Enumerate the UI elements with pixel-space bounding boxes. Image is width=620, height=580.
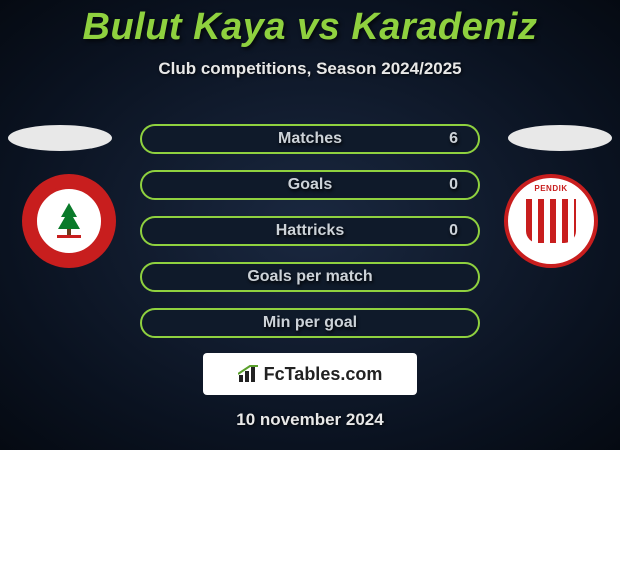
branding-text: FcTables.com [264, 364, 383, 385]
page-title: Bulut Kaya vs Karadeniz [0, 0, 620, 49]
stat-value-right: 0 [449, 176, 458, 194]
pendik-badge-text: PENDIK [534, 184, 567, 193]
stat-label: Goals per match [247, 268, 372, 286]
bar-chart-icon [238, 365, 260, 383]
stat-value-right: 6 [449, 130, 458, 148]
stat-row-goals-per-match: Goals per match [140, 262, 480, 292]
umraniye-badge-inner [34, 186, 104, 256]
stat-row-matches: Matches 6 [140, 124, 480, 154]
club-badge-left [22, 174, 116, 268]
comparison-card: Bulut Kaya vs Karadeniz Club competition… [0, 0, 620, 450]
stat-label: Hattricks [276, 222, 344, 240]
stat-value-right: 0 [449, 222, 458, 240]
stat-label: Matches [278, 130, 342, 148]
player-photo-placeholder-left [8, 125, 112, 151]
stat-label: Min per goal [263, 314, 357, 332]
branding-box[interactable]: FcTables.com [203, 353, 417, 395]
stat-row-min-per-goal: Min per goal [140, 308, 480, 338]
stats-list: Matches 6 Goals 0 Hattricks 0 Goals per … [140, 124, 480, 354]
tree-icon [47, 199, 91, 243]
date-label: 10 november 2024 [0, 410, 620, 430]
club-badge-right: PENDIK [504, 174, 598, 268]
stat-row-goals: Goals 0 [140, 170, 480, 200]
stat-row-hattricks: Hattricks 0 [140, 216, 480, 246]
player-photo-placeholder-right [508, 125, 612, 151]
stat-label: Goals [288, 176, 332, 194]
competition-subtitle: Club competitions, Season 2024/2025 [0, 59, 620, 79]
pendik-stripes-icon [526, 199, 576, 243]
